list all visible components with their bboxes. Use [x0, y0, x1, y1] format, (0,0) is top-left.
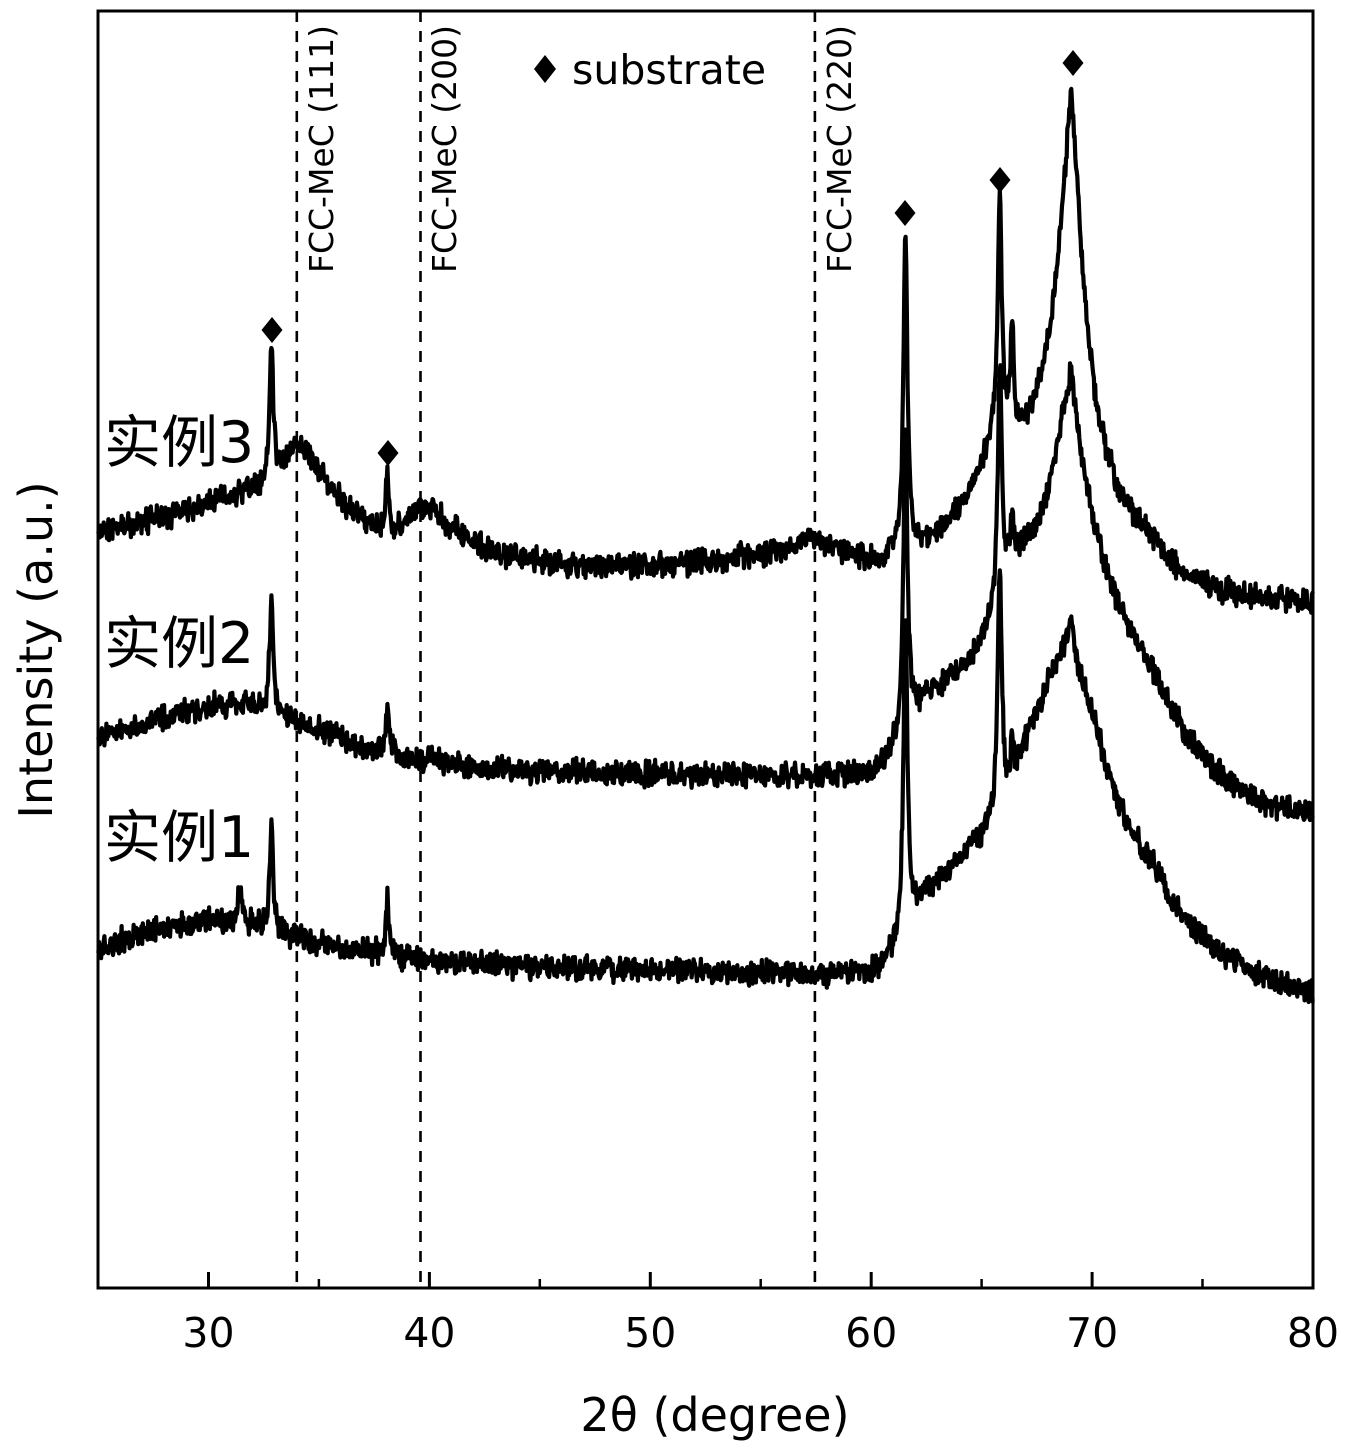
svg-text:50: 50 [624, 1309, 676, 1357]
plot-frame [96, 9, 1315, 1290]
series-label-example3: 实例3 [104, 410, 254, 476]
x-axis-title: 2θ (degree) [580, 1388, 849, 1442]
series-label-example1: 实例1 [104, 805, 254, 871]
svg-text:30: 30 [182, 1309, 234, 1357]
svg-text:80: 80 [1287, 1309, 1339, 1357]
y-axis-title: Intensity (a.u.) [9, 481, 63, 818]
x-axis-ticks: 30 40 50 60 70 80 [182, 1272, 1339, 1357]
diamond-icon [534, 55, 556, 83]
reference-lines [295, 11, 817, 1288]
svg-text:70: 70 [1066, 1309, 1118, 1357]
ref-line-label-200: FCC-MeC (200) [425, 25, 464, 273]
legend: substrate [534, 46, 766, 94]
svg-text:40: 40 [403, 1309, 455, 1357]
legend-label: substrate [572, 46, 766, 94]
xrd-curves [96, 86, 1315, 1005]
ref-line-label-111: FCC-MeC (111) [302, 25, 341, 273]
svg-text:60: 60 [845, 1309, 897, 1357]
series-label-example2: 实例2 [104, 611, 254, 677]
ref-line-label-220: FCC-MeC (220) [820, 25, 859, 273]
substrate-diamond-markers [261, 50, 1084, 466]
